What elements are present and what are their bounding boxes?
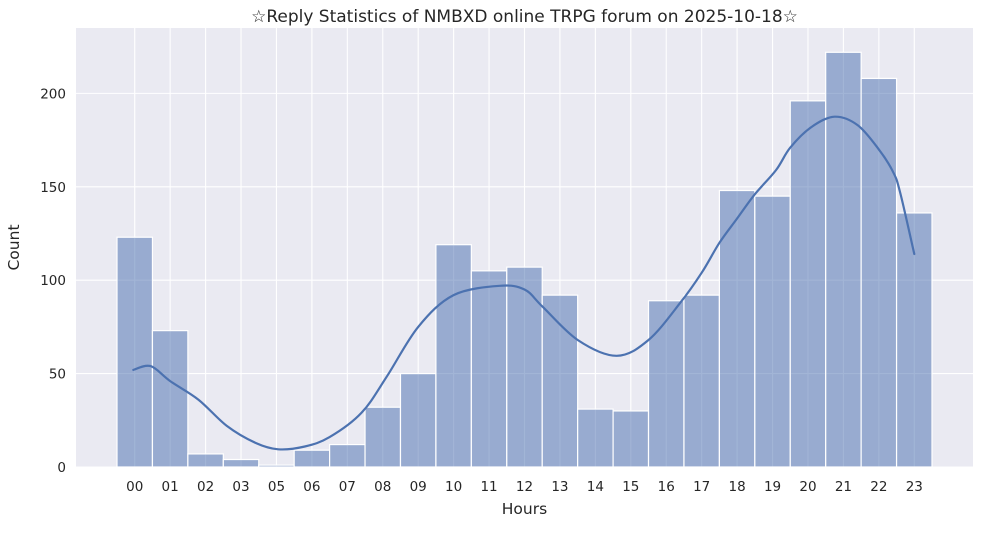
bar-00 — [116, 236, 154, 468]
x-tick-13: 13 — [551, 479, 568, 495]
x-tick-16: 16 — [658, 479, 675, 495]
bar-12 — [506, 266, 543, 468]
bar-07 — [329, 443, 366, 468]
x-tick-22: 22 — [870, 479, 887, 495]
bar-13 — [541, 294, 579, 468]
bar-06 — [293, 449, 331, 468]
y-axis-label: Count — [5, 224, 23, 270]
bar-05 — [258, 464, 295, 468]
y-tick-100: 100 — [40, 273, 66, 289]
bar-21 — [825, 51, 862, 468]
x-tick-11: 11 — [480, 479, 497, 495]
kde-line — [132, 115, 916, 451]
bar-16 — [647, 300, 685, 468]
x-tick-08: 08 — [374, 479, 391, 495]
chart-title: ☆Reply Statistics of NMBXD online TRPG f… — [251, 7, 798, 27]
bar-17 — [683, 294, 720, 468]
x-axis-label: Hours — [502, 500, 547, 518]
bar-08 — [364, 406, 402, 468]
bar-22 — [860, 77, 898, 468]
x-tick-21: 21 — [835, 479, 852, 495]
y-tick-0: 0 — [57, 460, 66, 476]
bars-group — [116, 51, 933, 468]
x-tick-05: 05 — [268, 479, 285, 495]
bar-11 — [470, 270, 508, 468]
y-tick-200: 200 — [40, 86, 66, 102]
x-tick-17: 17 — [693, 479, 710, 495]
x-tick-10: 10 — [445, 479, 462, 495]
bar-23 — [895, 212, 933, 468]
y-tick-150: 150 — [40, 180, 66, 196]
bar-14 — [577, 408, 614, 468]
x-tick-19: 19 — [764, 479, 781, 495]
x-tick-12: 12 — [516, 479, 533, 495]
bar-15 — [612, 410, 650, 468]
x-tick-09: 09 — [410, 479, 427, 495]
x-tick-23: 23 — [906, 479, 923, 495]
x-tick-15: 15 — [622, 479, 639, 495]
x-tick-03: 03 — [232, 479, 249, 495]
bar-10 — [435, 244, 472, 468]
x-tick-06: 06 — [303, 479, 320, 495]
bar-19 — [754, 195, 791, 468]
x-tick-18: 18 — [729, 479, 746, 495]
y-tick-50: 50 — [49, 367, 66, 383]
bar-03 — [222, 458, 260, 468]
x-tick-20: 20 — [799, 479, 816, 495]
x-tick-14: 14 — [587, 479, 604, 495]
x-tick-02: 02 — [197, 479, 214, 495]
bar-02 — [187, 453, 224, 468]
kde-curve — [132, 115, 916, 451]
x-tick-01: 01 — [162, 479, 179, 495]
bar-18 — [718, 189, 756, 468]
x-tick-07: 07 — [339, 479, 356, 495]
bar-01 — [151, 330, 189, 468]
x-tick-labels: 00 01 02 03 05 06 07 08 09 10 11 12 13 14 15 16 17 18 19 20… — [126, 479, 923, 495]
y-tick-labels: 0 50 100 150 200 — [40, 86, 66, 476]
x-tick-00: 00 — [126, 479, 143, 495]
bar-09 — [399, 372, 437, 468]
bar-20 — [789, 100, 827, 468]
